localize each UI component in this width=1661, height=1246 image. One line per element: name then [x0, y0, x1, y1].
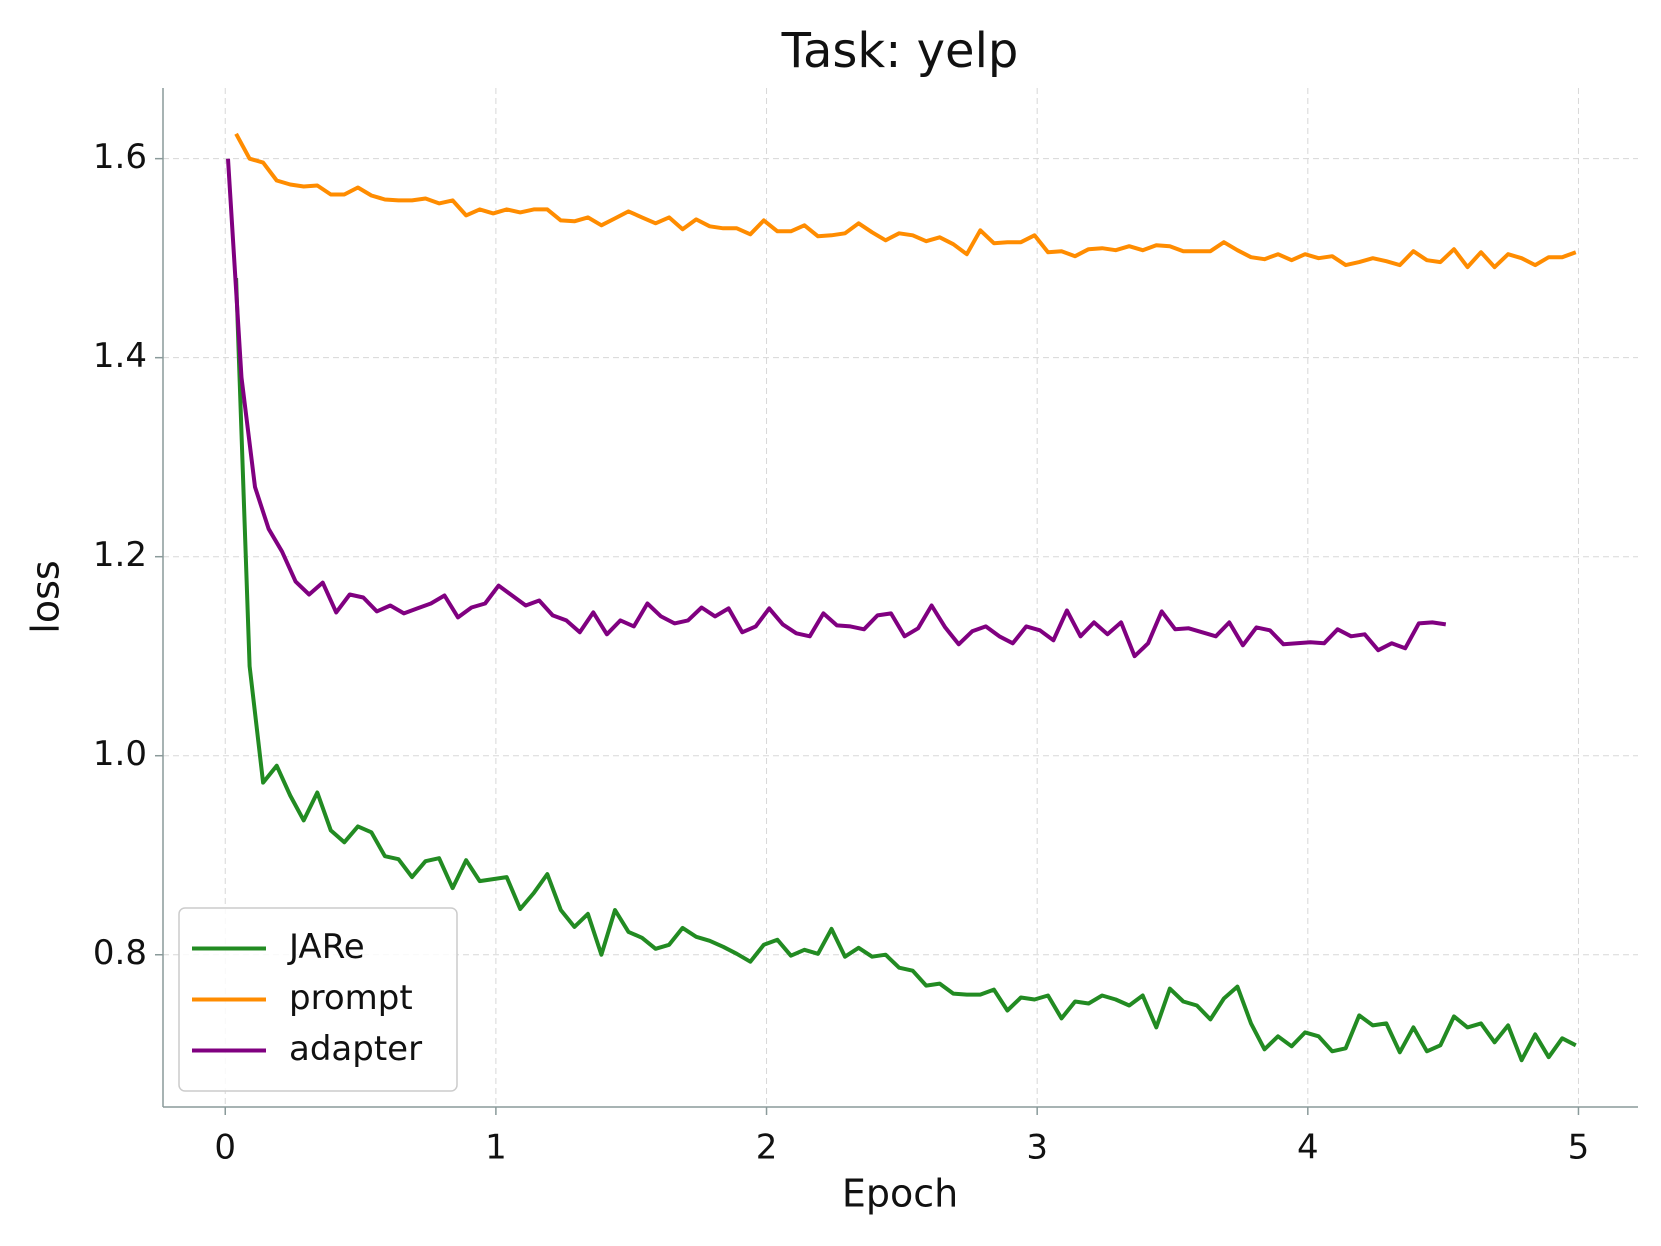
y-tick-label: 1.0	[93, 734, 147, 774]
x-tick-label: 0	[214, 1128, 236, 1168]
series-line	[234, 278, 1577, 1063]
series-line	[226, 158, 1447, 659]
series-line	[234, 132, 1577, 270]
x-axis-label: Epoch	[842, 1172, 958, 1216]
y-tick-label: 1.4	[93, 336, 147, 376]
y-tick-label: 0.8	[93, 933, 147, 973]
legend-label: prompt	[289, 978, 413, 1018]
x-tick-label: 5	[1568, 1128, 1590, 1168]
legend-label: adapter	[289, 1029, 422, 1069]
x-tick-label: 3	[1026, 1128, 1048, 1168]
y-tick-label: 1.2	[93, 535, 147, 575]
x-tick-label: 1	[485, 1128, 507, 1168]
legend-box	[178, 907, 458, 1092]
x-tick-label: 2	[756, 1128, 778, 1168]
x-tick-label: 4	[1297, 1128, 1319, 1168]
legend: JARe prompt adapter	[178, 907, 458, 1092]
legend-label: JARe	[287, 927, 365, 967]
y-tick-label: 1.6	[93, 137, 147, 177]
y-axis-label: loss	[24, 560, 68, 633]
chart-title: Task: yelp	[781, 23, 1019, 79]
